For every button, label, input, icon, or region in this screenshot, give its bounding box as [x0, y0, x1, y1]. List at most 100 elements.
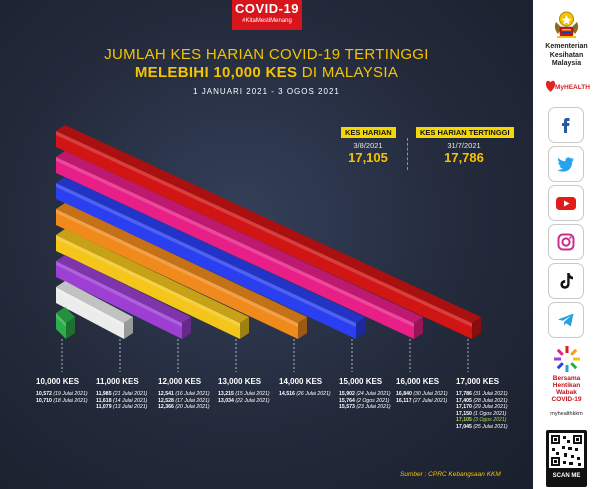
ribbon-top-2 [56, 255, 191, 323]
scan-me-label: SCAN ME [552, 473, 581, 479]
ministry-name: Kementerian Kesihatan Malaysia [533, 43, 600, 69]
tiktok-icon [560, 273, 573, 289]
case-date: (17 Julai 2021) [173, 397, 210, 404]
tiktok-link[interactable] [548, 263, 584, 299]
instagram-link[interactable] [548, 224, 584, 260]
case-entry: 17,045 (25 Julai 2021) [456, 424, 520, 431]
threshold-label: 16,000 KES [396, 377, 440, 386]
ribbon-highlight-4 [56, 209, 298, 327]
covid19-badge: COVID-19 #KitaMestiMenang [232, 0, 302, 30]
title-line-2: MELEBIHI 10,000 KES DI MALAYSIA [0, 64, 533, 81]
case-entry: 12,366 (20 Julai 2021) [158, 404, 222, 411]
ribbon-end-5 [356, 317, 365, 339]
ribbon-band-6 [56, 157, 414, 339]
telegram-link[interactable] [548, 302, 584, 338]
case-entry: 10,572 (19 Julai 2021) [36, 391, 100, 398]
case-date: (1 Ogos 2021) [471, 410, 507, 417]
ribbon-band-0 [56, 313, 66, 339]
ministry-line-1: Kementerian [545, 43, 588, 50]
campaign-text: Bersama Hentikan Wabak COVID-19 [533, 375, 600, 403]
ribbon-highlight-0 [56, 313, 66, 327]
ministry-line-3: Malaysia [551, 60, 582, 67]
myhealth-label: MyHEALTH [555, 84, 590, 91]
case-value: 11,618 [96, 397, 112, 404]
campaign-line-3: Wabak [556, 389, 577, 396]
case-entry: 11,079 (13 Julai 2021) [96, 404, 160, 411]
title-line-1: JUMLAH KES HARIAN COVID-19 TERTINGGI [104, 46, 429, 63]
ribbon-highlight-2 [56, 261, 182, 327]
case-entry: 17,786 (31 Julai 2021) [456, 391, 520, 398]
case-value: 17,405 [456, 397, 472, 404]
threshold-column-3: 13,000 KES 13,215 (15 Julai 2021) 13,034 (… [218, 377, 282, 404]
campaign-logo-icon [554, 346, 580, 372]
threshold-label: 13,000 KES [218, 377, 262, 386]
case-entry: 17,105 (3 Ogos 2021) [456, 417, 520, 424]
myhealth-logo-icon [545, 80, 556, 92]
ribbon-highlight-1 [56, 287, 124, 327]
source-note: Sumber : CPRC Kebangsaan KKM [400, 471, 501, 478]
kes-tertinggi-badge: KES HARIAN TERTINGGI [416, 127, 514, 138]
case-date: (24 Julai 2021) [354, 391, 391, 397]
ribbon-top-1 [56, 281, 133, 323]
kes-harian-badge: KES HARIAN [341, 127, 396, 138]
case-date: (3 Ogos 2021) [471, 417, 507, 423]
case-date: (30 Julai 2021) [411, 391, 448, 397]
telegram-icon [558, 313, 574, 327]
case-value: 12,528 [158, 397, 174, 404]
ribbon-band-5 [56, 183, 356, 339]
case-date: (14 Julai 2021) [111, 397, 148, 404]
case-date: (29 Julai 2021) [471, 404, 508, 410]
case-value: 11,985 [96, 391, 112, 397]
ribbon-end-1 [124, 317, 133, 339]
case-entry: 15,764 (2 Ogos 2021) [339, 398, 403, 405]
case-value: 16,117 [396, 397, 412, 404]
qr-code-panel[interactable]: SCAN ME [546, 430, 587, 487]
case-date: (28 Julai 2021) [471, 397, 508, 404]
case-entry: 15,902 (24 Julai 2021) [339, 391, 403, 398]
kes-tertinggi-value: 17,786 [444, 150, 484, 165]
case-date: (2 Ogos 2021) [354, 397, 390, 404]
facebook-link[interactable] [548, 107, 584, 143]
youtube-link[interactable] [548, 185, 584, 221]
case-value: 15,573 [339, 404, 355, 410]
case-entry: 17,150 (1 Ogos 2021) [456, 411, 520, 418]
threshold-label: 12,000 KES [158, 377, 202, 386]
twitter-link[interactable] [548, 146, 584, 182]
badge-title: COVID-19 [235, 1, 299, 16]
case-date: (20 Julai 2021) [173, 404, 210, 410]
threshold-column-1: 11,000 KES 11,985 (21 Julai 2021) 11,618 (… [96, 377, 160, 411]
website-label: myhealthkkm [550, 411, 583, 417]
title-highlight: MELEBIHI 10,000 KES [134, 64, 298, 81]
threshold-column-7: 17,000 KES 17,786 (31 Julai 2021) 17,405 (… [456, 377, 520, 430]
case-date: (23 Julai 2021) [354, 404, 391, 410]
date-range: 1 JANUARI 2021 - 3 OGOS 2021 [193, 87, 340, 96]
case-value: 10,710 [36, 397, 52, 404]
twitter-icon [557, 157, 574, 172]
case-value: 15,764 [339, 397, 355, 404]
threshold-column-6: 16,000 KES 16,840 (30 Julai 2021) 16,117 (… [396, 377, 460, 404]
ribbon-highlight-3 [56, 235, 240, 327]
case-value: 17,786 [456, 391, 472, 397]
case-date: (15 Julai 2021) [233, 391, 270, 397]
threshold-label: 11,000 KES [96, 377, 139, 386]
case-entry: 15,573 (23 Julai 2021) [339, 404, 403, 411]
ribbon-band-2 [56, 261, 182, 339]
case-date: (25 Julai 2021) [471, 423, 508, 430]
ribbon-top-6 [56, 151, 423, 323]
case-value: 12,541 [158, 391, 174, 397]
ribbon-top-0 [56, 307, 75, 323]
case-entry: 12,528 (17 Julai 2021) [158, 398, 222, 405]
case-entry: 16,840 (30 Julai 2021) [396, 391, 460, 398]
case-entry: 14,516 (26 Julai 2021) [279, 391, 343, 398]
ministry-crest-icon [554, 11, 579, 38]
threshold-label: 15,000 KES [339, 377, 383, 386]
case-date: (19 Julai 2021) [51, 391, 88, 397]
ribbon-top-3 [56, 229, 249, 323]
case-value: 10,572 [36, 391, 52, 397]
ribbon-band-3 [56, 235, 240, 339]
case-value: 11,079 [96, 404, 112, 410]
ribbon-chart [56, 125, 481, 339]
ribbon-band-1 [56, 287, 124, 339]
case-value: 15,902 [339, 391, 355, 397]
infographic-panel: COVID-19 #KitaMestiMenang JUMLAH KES HAR… [0, 0, 533, 489]
